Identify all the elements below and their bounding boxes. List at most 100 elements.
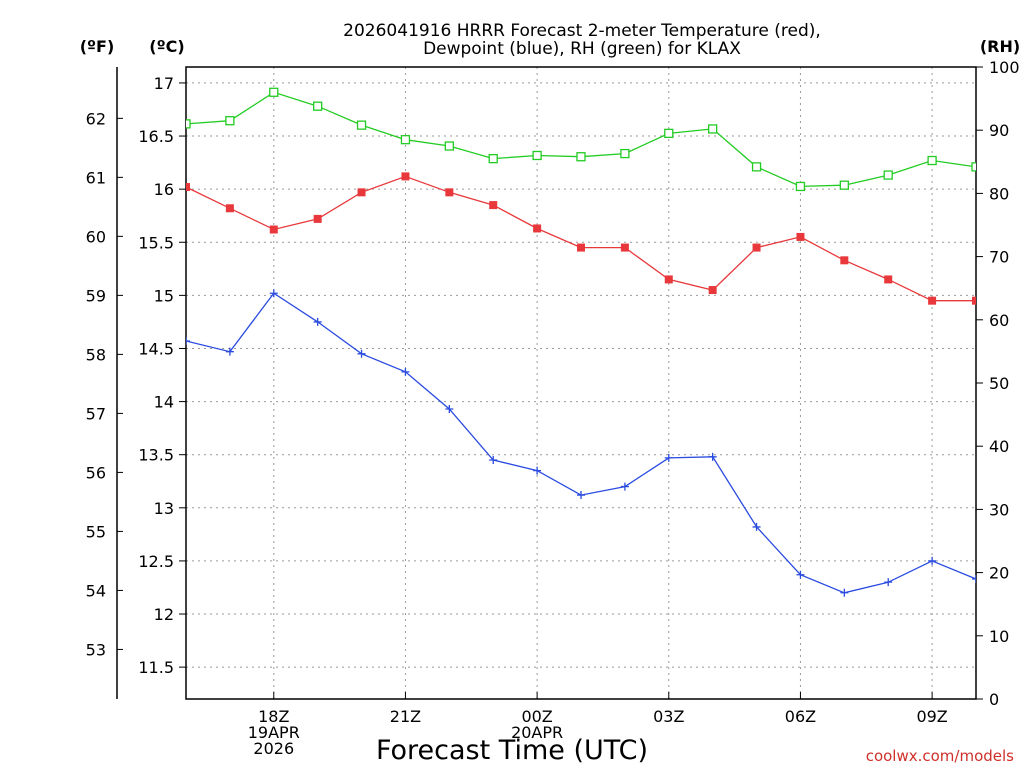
temperature-point <box>752 243 761 252</box>
temperature-point <box>620 243 629 252</box>
celsius-tick-label: 14.5 <box>138 339 174 358</box>
x-tick-label: 03Z <box>653 707 684 726</box>
rh-tick-label: 50 <box>989 374 1009 393</box>
chart-title-line1: 2026041916 HRRR Forecast 2-meter Tempera… <box>343 21 821 41</box>
fahrenheit-tick-label: 56 <box>86 463 106 482</box>
dewpoint-point <box>884 578 893 587</box>
plot-frame <box>185 66 977 700</box>
chart-title-line2: Dewpoint (blue), RH (green) for KLAX <box>423 39 741 59</box>
temperature-point <box>708 286 717 295</box>
fahrenheit-tick-label: 54 <box>86 581 106 600</box>
temperature-point <box>445 188 454 197</box>
dewpoint-point <box>972 574 976 583</box>
rh-tick-label: 30 <box>989 500 1009 519</box>
rh-point <box>576 152 586 162</box>
temperature-line <box>186 175 976 302</box>
dewpoint-point <box>1016 583 1024 591</box>
rh-point <box>971 162 976 172</box>
celsius-tick-label: 16 <box>154 180 174 199</box>
rh-point <box>400 135 411 145</box>
temperature-point <box>186 183 190 192</box>
temperature-point <box>1016 302 1024 310</box>
dewpoint-point <box>928 556 937 565</box>
rh-point <box>356 120 367 130</box>
rh-tick-label: 20 <box>989 564 1009 583</box>
fahrenheit-tick-label: 53 <box>86 640 106 659</box>
x-tick-label: 09Z <box>916 707 947 726</box>
celsius-tick-label: 16.5 <box>138 127 174 146</box>
rh-point <box>751 162 762 172</box>
rh-point <box>620 148 630 159</box>
celsius-tick-label: 13 <box>154 499 174 518</box>
x-tick-label: 00Z <box>521 707 552 726</box>
fahrenheit-tick-label: 57 <box>86 404 106 423</box>
celsius-tick-label: 17 <box>154 74 174 93</box>
temperature-point <box>313 214 322 223</box>
fahrenheit-tick-label: 55 <box>86 522 106 541</box>
rh-tick-label: 90 <box>989 121 1009 140</box>
rh-tick-label: 60 <box>989 311 1009 330</box>
temperature-point <box>577 243 585 252</box>
temperature-point <box>401 172 410 181</box>
dewpoint-point <box>840 588 849 597</box>
temperature-point <box>796 232 805 241</box>
temperature-point <box>489 201 498 210</box>
axes: 11.5 12 12.5 13 13.5 14 14.5 15 15.5 16 16.5 17 53 54… <box>86 58 1020 758</box>
x-tick-label: 19APR <box>248 723 300 742</box>
celsius-tick-label: 12.5 <box>138 552 174 571</box>
x-tick-label: 06Z <box>785 707 816 726</box>
fahrenheit-tick-label: 58 <box>86 345 106 364</box>
x-tick-label: 18Z <box>258 707 289 726</box>
dewpoint-point <box>752 522 761 531</box>
grid <box>186 67 976 699</box>
dewpoint-point <box>269 289 278 298</box>
fahrenheit-tick-label: 60 <box>86 227 106 246</box>
dewpoint-point <box>577 491 585 500</box>
rh-point <box>1016 165 1024 173</box>
rh-point <box>708 124 718 134</box>
rh-point <box>444 141 454 151</box>
rh-point <box>225 116 235 126</box>
x-tick-label: 20APR <box>511 723 563 742</box>
series-group <box>186 87 1024 597</box>
temperature-point <box>533 224 542 233</box>
rh-point <box>664 128 674 139</box>
dewpoint-point <box>708 452 717 461</box>
rh-tick-label: 0 <box>989 690 999 709</box>
rh-tick-label: 40 <box>989 437 1009 456</box>
fahrenheit-tick-label: 62 <box>86 109 106 128</box>
celsius-tick-label: 15.5 <box>138 233 174 252</box>
rh-tick-label: 70 <box>989 248 1009 267</box>
dewpoint-point <box>533 466 542 475</box>
dewpoint-point <box>445 405 454 414</box>
x-tick-label: 2026 <box>253 739 294 758</box>
dewpoint-point <box>489 456 498 465</box>
dewpoint-point <box>225 347 234 356</box>
x-tick-label: 21Z <box>390 707 421 726</box>
x-axis-label: Forecast Time (UTC) <box>376 735 648 766</box>
temperature-point <box>664 275 673 284</box>
rh-point <box>883 170 893 180</box>
dewpoint-point <box>357 349 366 358</box>
rh-point <box>313 101 323 111</box>
dewpoint-point <box>796 570 805 579</box>
series-layer <box>186 87 1024 597</box>
fahrenheit-unit-label: (ºF) <box>80 37 115 56</box>
celsius-tick-label: 11.5 <box>138 658 174 677</box>
temperature-point <box>840 256 849 265</box>
rh-tick-label: 80 <box>989 184 1009 203</box>
rh-tick-label: 100 <box>989 58 1020 77</box>
credit-text: coolwx.com/models <box>866 747 1014 765</box>
temperature-point <box>269 225 278 234</box>
rh-unit-label: (RH) <box>980 37 1020 56</box>
temperature-point <box>972 296 976 305</box>
temperature-point <box>357 188 366 197</box>
rh-point <box>488 153 498 164</box>
dewpoint-point <box>186 337 190 346</box>
celsius-tick-label: 12 <box>154 605 174 624</box>
dewpoint-point <box>664 453 673 462</box>
temperature-point <box>225 204 234 213</box>
celsius-tick-label: 15 <box>154 286 174 305</box>
celsius-unit-label: (ºC) <box>149 37 184 56</box>
